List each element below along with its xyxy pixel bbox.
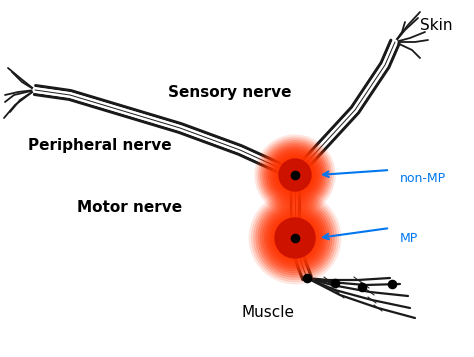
Text: non-MP: non-MP <box>400 172 446 185</box>
Circle shape <box>275 218 315 258</box>
Circle shape <box>279 159 311 191</box>
Circle shape <box>285 165 305 185</box>
Text: Peripheral nerve: Peripheral nerve <box>28 138 172 153</box>
Circle shape <box>268 148 322 202</box>
Point <box>331 280 339 286</box>
Circle shape <box>274 154 316 196</box>
Circle shape <box>283 164 307 186</box>
Circle shape <box>258 201 332 275</box>
Circle shape <box>272 152 318 198</box>
Circle shape <box>257 137 333 213</box>
Circle shape <box>291 171 299 179</box>
Circle shape <box>286 229 304 247</box>
Circle shape <box>269 212 321 264</box>
Circle shape <box>289 169 301 181</box>
Circle shape <box>278 221 312 256</box>
Circle shape <box>263 142 328 207</box>
Circle shape <box>260 203 330 273</box>
Text: MP: MP <box>400 232 418 245</box>
Circle shape <box>275 218 315 258</box>
Circle shape <box>256 199 334 277</box>
Text: Muscle: Muscle <box>241 305 294 320</box>
Circle shape <box>254 197 337 280</box>
Circle shape <box>266 146 324 203</box>
Circle shape <box>280 160 310 190</box>
Circle shape <box>280 223 310 253</box>
Circle shape <box>270 150 320 200</box>
Circle shape <box>264 207 326 268</box>
Circle shape <box>282 162 309 188</box>
Text: Motor nerve: Motor nerve <box>77 200 182 215</box>
Circle shape <box>291 233 300 242</box>
Point <box>303 275 311 281</box>
Circle shape <box>249 192 341 284</box>
Circle shape <box>267 210 323 266</box>
Text: Skin: Skin <box>420 18 453 33</box>
Circle shape <box>262 205 328 271</box>
Circle shape <box>293 173 297 177</box>
Text: Sensory nerve: Sensory nerve <box>168 85 292 100</box>
Circle shape <box>255 135 335 215</box>
Circle shape <box>259 139 331 211</box>
Circle shape <box>261 141 329 209</box>
Circle shape <box>264 145 326 206</box>
Circle shape <box>271 214 319 262</box>
Circle shape <box>289 231 301 245</box>
Circle shape <box>251 194 338 282</box>
Circle shape <box>293 236 297 240</box>
Circle shape <box>282 225 308 251</box>
Point <box>358 284 366 290</box>
Circle shape <box>284 227 306 249</box>
Circle shape <box>287 167 302 183</box>
Circle shape <box>273 216 317 260</box>
Point <box>291 172 299 178</box>
Point <box>291 235 299 241</box>
Point <box>388 281 396 287</box>
Circle shape <box>276 156 314 194</box>
Circle shape <box>278 158 312 192</box>
